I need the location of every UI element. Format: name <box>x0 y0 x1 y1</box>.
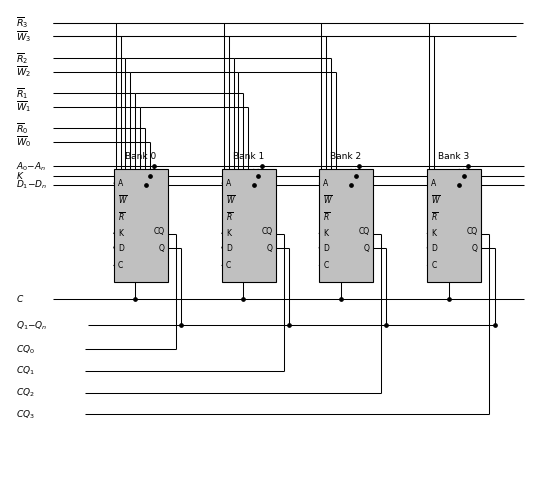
Text: Bank 0: Bank 0 <box>125 152 156 161</box>
Text: A: A <box>431 179 437 188</box>
Text: $D_1$$-$$D_n$: $D_1$$-$$D_n$ <box>16 179 48 191</box>
Text: C: C <box>226 261 232 270</box>
Text: C: C <box>431 261 437 270</box>
Text: $\overline{W}_3$: $\overline{W}_3$ <box>16 29 31 44</box>
Bar <box>427 169 481 282</box>
Text: C: C <box>118 261 123 270</box>
Text: $\overline{R}$: $\overline{R}$ <box>226 211 233 223</box>
Text: $CQ_1$: $CQ_1$ <box>16 365 35 377</box>
Text: $\overline{W}_1$: $\overline{W}_1$ <box>16 99 31 114</box>
Text: $\overline{W}_0$: $\overline{W}_0$ <box>16 134 32 150</box>
Text: $K$: $K$ <box>16 170 25 181</box>
Text: $\overline{R}$: $\overline{R}$ <box>323 211 330 223</box>
Text: CQ: CQ <box>467 227 478 236</box>
Text: $\overline{R}_3$: $\overline{R}_3$ <box>16 16 28 30</box>
Text: CQ: CQ <box>359 227 370 236</box>
Bar <box>319 169 373 282</box>
Text: A: A <box>118 179 123 188</box>
Text: C: C <box>323 261 329 270</box>
Text: CQ: CQ <box>153 227 164 236</box>
Text: K: K <box>323 229 328 238</box>
Text: $\overline{W}$: $\overline{W}$ <box>226 194 236 206</box>
Text: $A_0$$-$$A_n$: $A_0$$-$$A_n$ <box>16 160 46 173</box>
Text: $\overline{R}$: $\overline{R}$ <box>431 211 438 223</box>
Bar <box>114 169 168 282</box>
Text: Bank 3: Bank 3 <box>438 152 470 161</box>
Text: $C$: $C$ <box>16 293 25 304</box>
Bar <box>222 169 276 282</box>
Text: CQ: CQ <box>262 227 272 236</box>
Text: Q: Q <box>472 244 478 253</box>
Text: $\overline{W}$: $\overline{W}$ <box>431 194 441 206</box>
Text: K: K <box>431 229 436 238</box>
Text: D: D <box>118 244 124 253</box>
Text: $\overline{W}$: $\overline{W}$ <box>118 194 128 206</box>
Text: A: A <box>323 179 329 188</box>
Text: D: D <box>431 244 437 253</box>
Text: Q: Q <box>364 244 370 253</box>
Text: $CQ_3$: $CQ_3$ <box>16 408 35 421</box>
Text: Bank 2: Bank 2 <box>330 152 361 161</box>
Text: $\overline{W}_2$: $\overline{W}_2$ <box>16 64 31 79</box>
Text: $\overline{R}_1$: $\overline{R}_1$ <box>16 86 28 101</box>
Text: Q: Q <box>158 244 164 253</box>
Text: Q: Q <box>266 244 272 253</box>
Text: D: D <box>323 244 329 253</box>
Text: $CQ_2$: $CQ_2$ <box>16 387 35 399</box>
Text: $CQ_0$: $CQ_0$ <box>16 343 35 356</box>
Text: $\overline{R}_0$: $\overline{R}_0$ <box>16 121 29 136</box>
Text: $\overline{R}$: $\overline{R}$ <box>118 211 125 223</box>
Text: K: K <box>226 229 231 238</box>
Text: $\overline{R}_2$: $\overline{R}_2$ <box>16 51 28 66</box>
Text: D: D <box>226 244 232 253</box>
Text: A: A <box>226 179 232 188</box>
Text: $Q_1$$-$$Q_n$: $Q_1$$-$$Q_n$ <box>16 319 48 332</box>
Text: $\overline{W}$: $\overline{W}$ <box>323 194 333 206</box>
Text: K: K <box>118 229 123 238</box>
Text: Bank 1: Bank 1 <box>233 152 264 161</box>
